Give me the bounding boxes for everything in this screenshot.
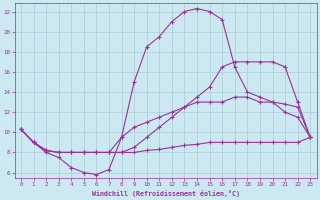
X-axis label: Windchill (Refroidissement éolien,°C): Windchill (Refroidissement éolien,°C) — [92, 190, 240, 197]
